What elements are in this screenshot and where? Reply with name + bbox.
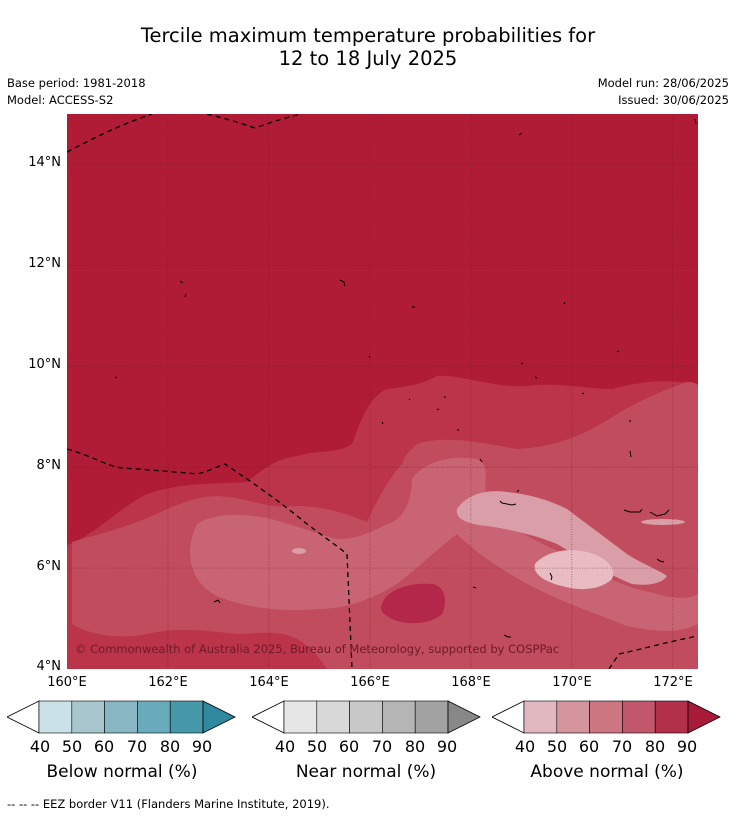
cb-label: 40 [29,737,51,756]
cb-label: 50 [61,737,83,756]
cb-label: 80 [404,737,426,756]
colorbar-cell [523,700,558,734]
cb-label: 40 [274,737,296,756]
colorbar-cell [622,700,656,734]
probability-map: © Commonwealth of Australia 2025, Bureau… [67,114,698,669]
cb-label: 90 [676,737,698,756]
colorbar-low-arrow [7,700,40,734]
cb-label: 40 [514,737,536,756]
x-tick-164e: 164°E [249,675,289,690]
cb-label: 60 [338,737,360,756]
x-tick-160e: 160°E [47,675,87,690]
cb-label: 70 [126,737,148,756]
islands [114,118,697,638]
colorbar-cell [283,700,318,734]
issued-date: Issued: 30/06/2025 [618,93,729,107]
colorbar-cell [382,700,416,734]
model-name: Model: ACCESS-S2 [7,93,114,107]
cb-label: 90 [436,737,458,756]
colorbar-high-arrow [202,700,236,734]
y-tick-10n: 10°N [28,357,61,372]
colorbar-high-arrow [687,700,721,734]
above-normal-colorbar [492,700,721,734]
x-tick-172e: 172°E [653,675,693,690]
colorbar-cell [38,700,73,734]
eez-border [67,114,698,669]
cb-label: 70 [371,737,393,756]
colorbar-cell [349,700,383,734]
below-normal-colorbar [7,700,236,734]
below-normal-title: Below normal (%) [46,762,198,782]
colorbar-cell [316,700,350,734]
y-tick-14n: 14°N [28,155,61,170]
gridlines [67,114,698,669]
y-tick-12n: 12°N [28,256,61,271]
cb-label: 50 [306,737,328,756]
colorbar-cell [169,700,204,734]
colorbar-cell [104,700,138,734]
x-tick-168e: 168°E [451,675,491,690]
x-tick-166e: 166°E [350,675,390,690]
y-tick-6n: 6°N [36,559,62,574]
copyright-text: © Commonwealth of Australia 2025, Bureau… [75,642,559,656]
cb-label: 80 [644,737,666,756]
map-title-line-1: Tercile maximum temperature probabilitie… [140,24,596,47]
colorbar-cell [589,700,623,734]
cb-label: 90 [191,737,213,756]
colorbar-high-arrow [447,700,481,734]
cb-label: 60 [578,737,600,756]
cb-label: 70 [611,737,633,756]
x-tick-162e: 162°E [148,675,188,690]
colorbar-cell [654,700,689,734]
colorbar-cell [414,700,449,734]
cb-label: 50 [546,737,568,756]
near-normal-title: Near normal (%) [295,762,437,782]
colorbar-low-arrow [492,700,525,734]
contour-patch [292,548,306,554]
above-normal-title: Above normal (%) [530,762,684,782]
colorbar-cell [137,700,171,734]
model-run-date: Model run: 28/06/2025 [597,76,729,90]
cb-label: 80 [159,737,181,756]
contour-80-90 [380,583,445,624]
y-tick-8n: 8°N [36,458,62,473]
contour-40-50 [456,491,667,585]
eez-border-legend: -- -- -- EEZ border V11 (Flanders Marine… [7,797,330,811]
y-tick-4n: 4°N [36,659,62,674]
near-normal-colorbar [252,700,481,734]
x-tick-170e: 170°E [552,675,592,690]
base-period: Base period: 1981-2018 [7,76,146,90]
colorbar-low-arrow [252,700,285,734]
colorbar-cell [556,700,590,734]
contour-patch [641,519,685,525]
map-title-line-2: 12 to 18 July 2025 [278,47,458,70]
colorbar-cell [71,700,105,734]
contour-30-40 [534,550,614,590]
cb-label: 60 [93,737,115,756]
